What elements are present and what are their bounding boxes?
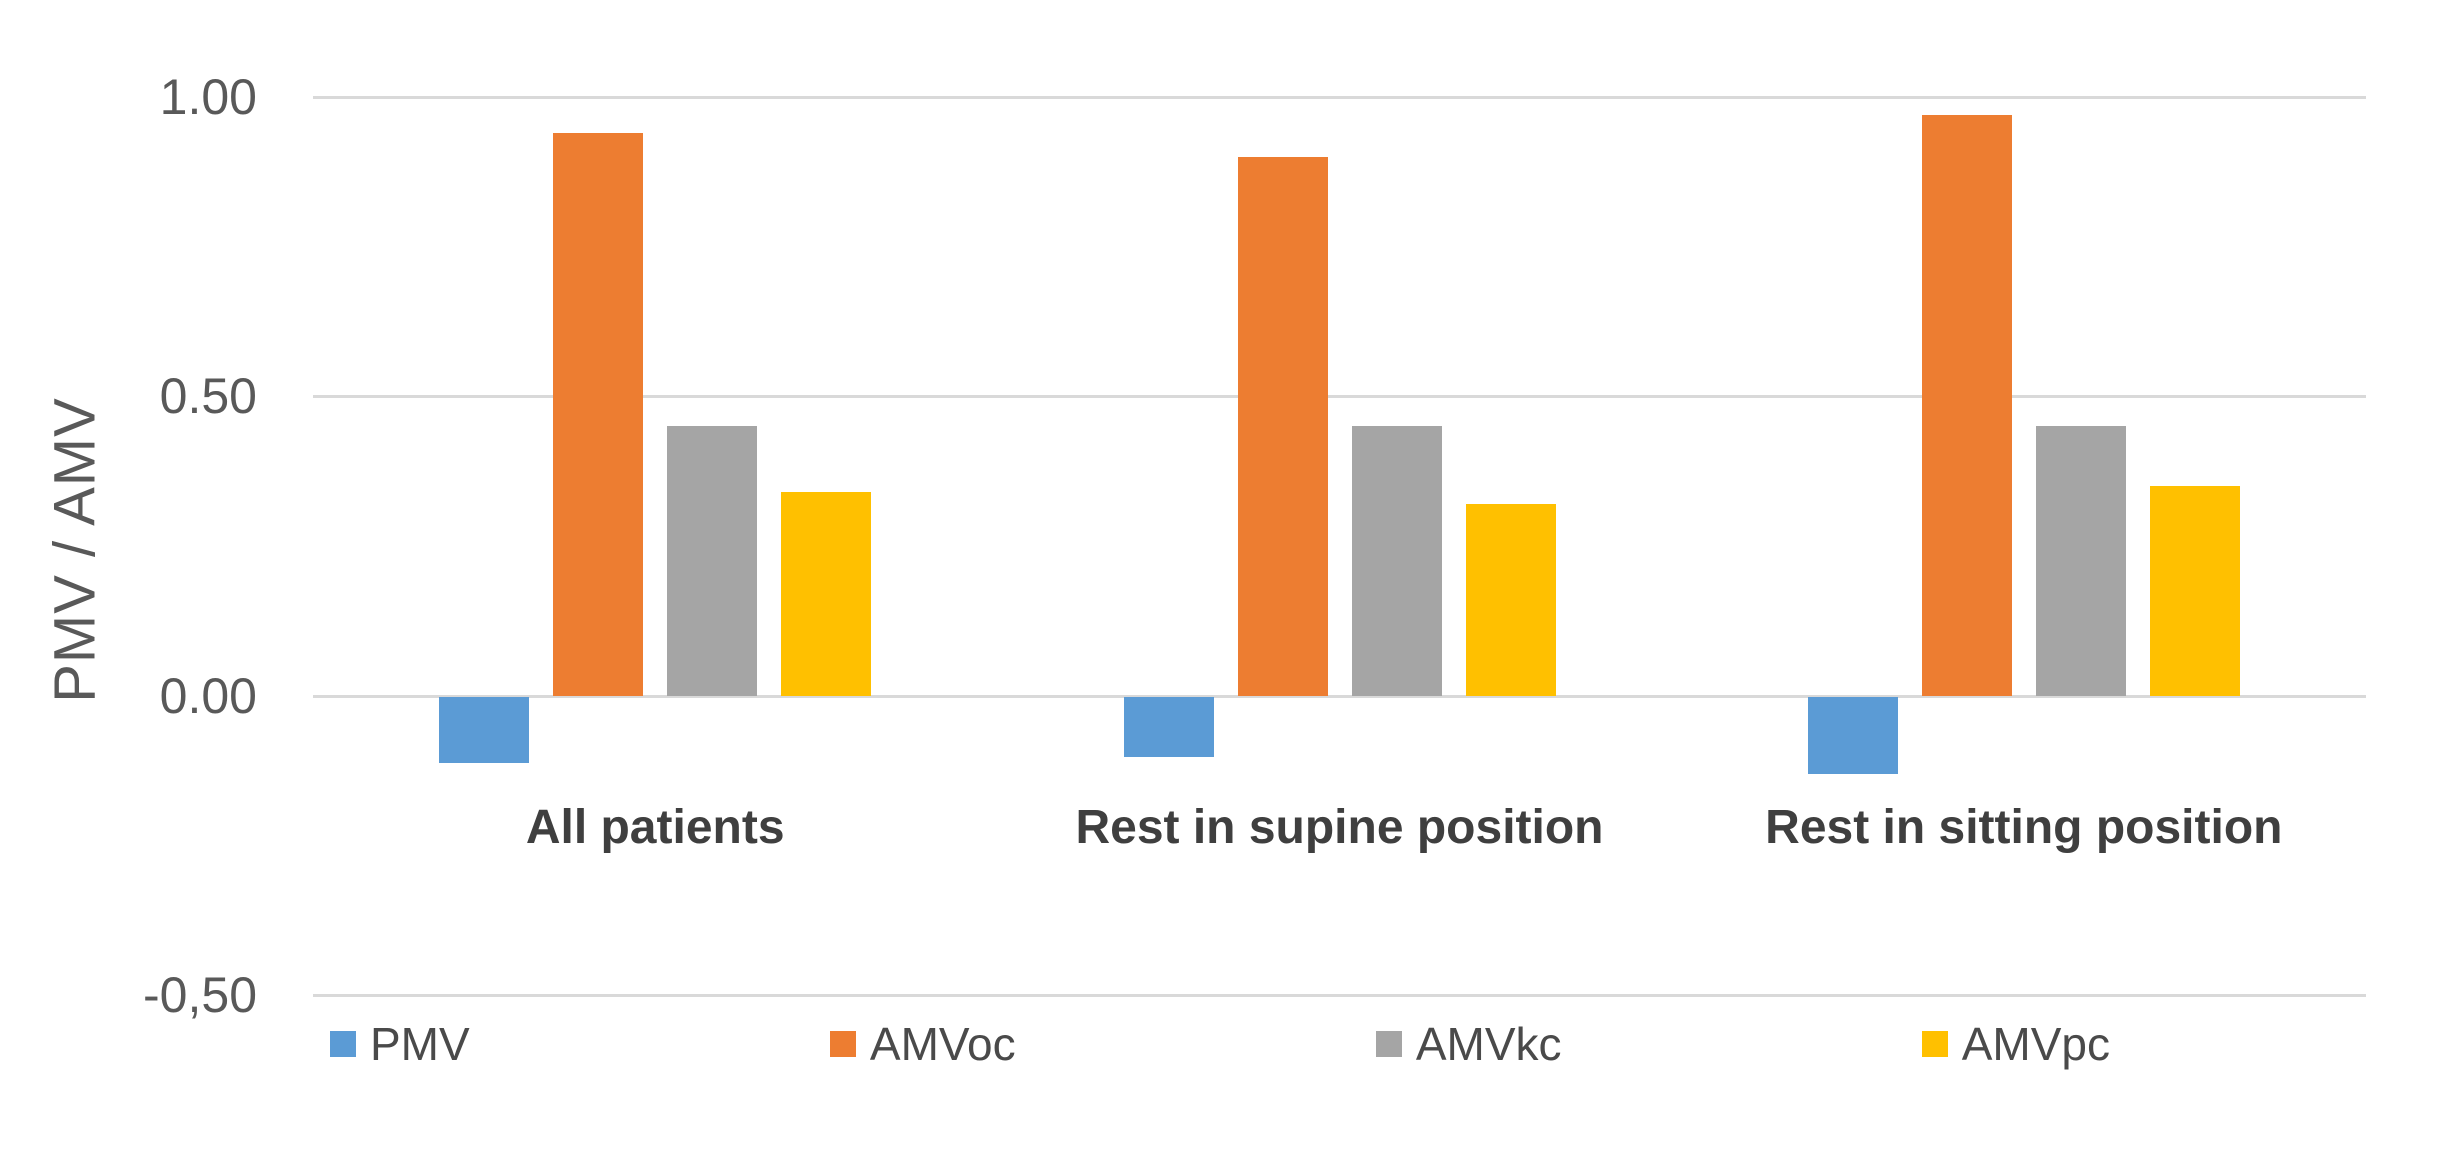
bar-amvkc-3 <box>2035 426 2126 696</box>
y-tick-label: 0.00 <box>159 667 257 724</box>
legend: PMV AMVoc AMVkc AMVpc <box>330 1018 2110 1070</box>
bar-pmv-1 <box>439 696 530 763</box>
legend-swatch-icon <box>1921 1031 1948 1057</box>
legend-label: AMVkc <box>1415 1018 1562 1070</box>
bar-amvoc-1 <box>553 132 644 696</box>
gridline <box>313 994 2366 997</box>
legend-swatch-icon <box>330 1031 356 1057</box>
bar-amvpc-2 <box>1465 504 1556 696</box>
legend-label: AMVoc <box>869 1018 1016 1070</box>
y-axis-title: PMV / AMV <box>42 397 108 703</box>
bar-amvkc-2 <box>1351 426 1442 696</box>
y-tick-label: -0,50 <box>143 967 257 1023</box>
y-tick-label: 1.00 <box>159 69 257 125</box>
legend-item-pmv: PMV <box>330 1018 470 1070</box>
y-tick-label: 0.50 <box>159 368 257 425</box>
legend-item-amvpc: AMVpc <box>1921 1018 2110 1070</box>
bar-pmv-2 <box>1123 696 1214 757</box>
legend-label: AMVpc <box>1961 1018 2110 1070</box>
bar-amvoc-3 <box>1921 114 2012 696</box>
category-label: Rest in sitting position <box>1765 801 2283 854</box>
legend-label: PMV <box>370 1018 470 1070</box>
bar-amvpc-1 <box>781 492 872 696</box>
bar-amvpc-3 <box>2149 486 2240 696</box>
bar-amvkc-1 <box>667 426 758 696</box>
legend-item-amvkc: AMVkc <box>1375 1018 1562 1070</box>
gridline <box>313 96 2366 99</box>
gridline <box>313 395 2366 399</box>
bar-pmv-3 <box>1807 696 1898 775</box>
bar-amvoc-2 <box>1237 156 1328 696</box>
category-label: All patients <box>525 801 785 854</box>
legend-swatch-icon <box>829 1031 856 1057</box>
legend-swatch-icon <box>1375 1031 1402 1057</box>
legend-item-amvoc: AMVoc <box>829 1018 1016 1070</box>
category-label: Rest in supine position <box>1075 801 1604 854</box>
gridline <box>313 694 2366 698</box>
